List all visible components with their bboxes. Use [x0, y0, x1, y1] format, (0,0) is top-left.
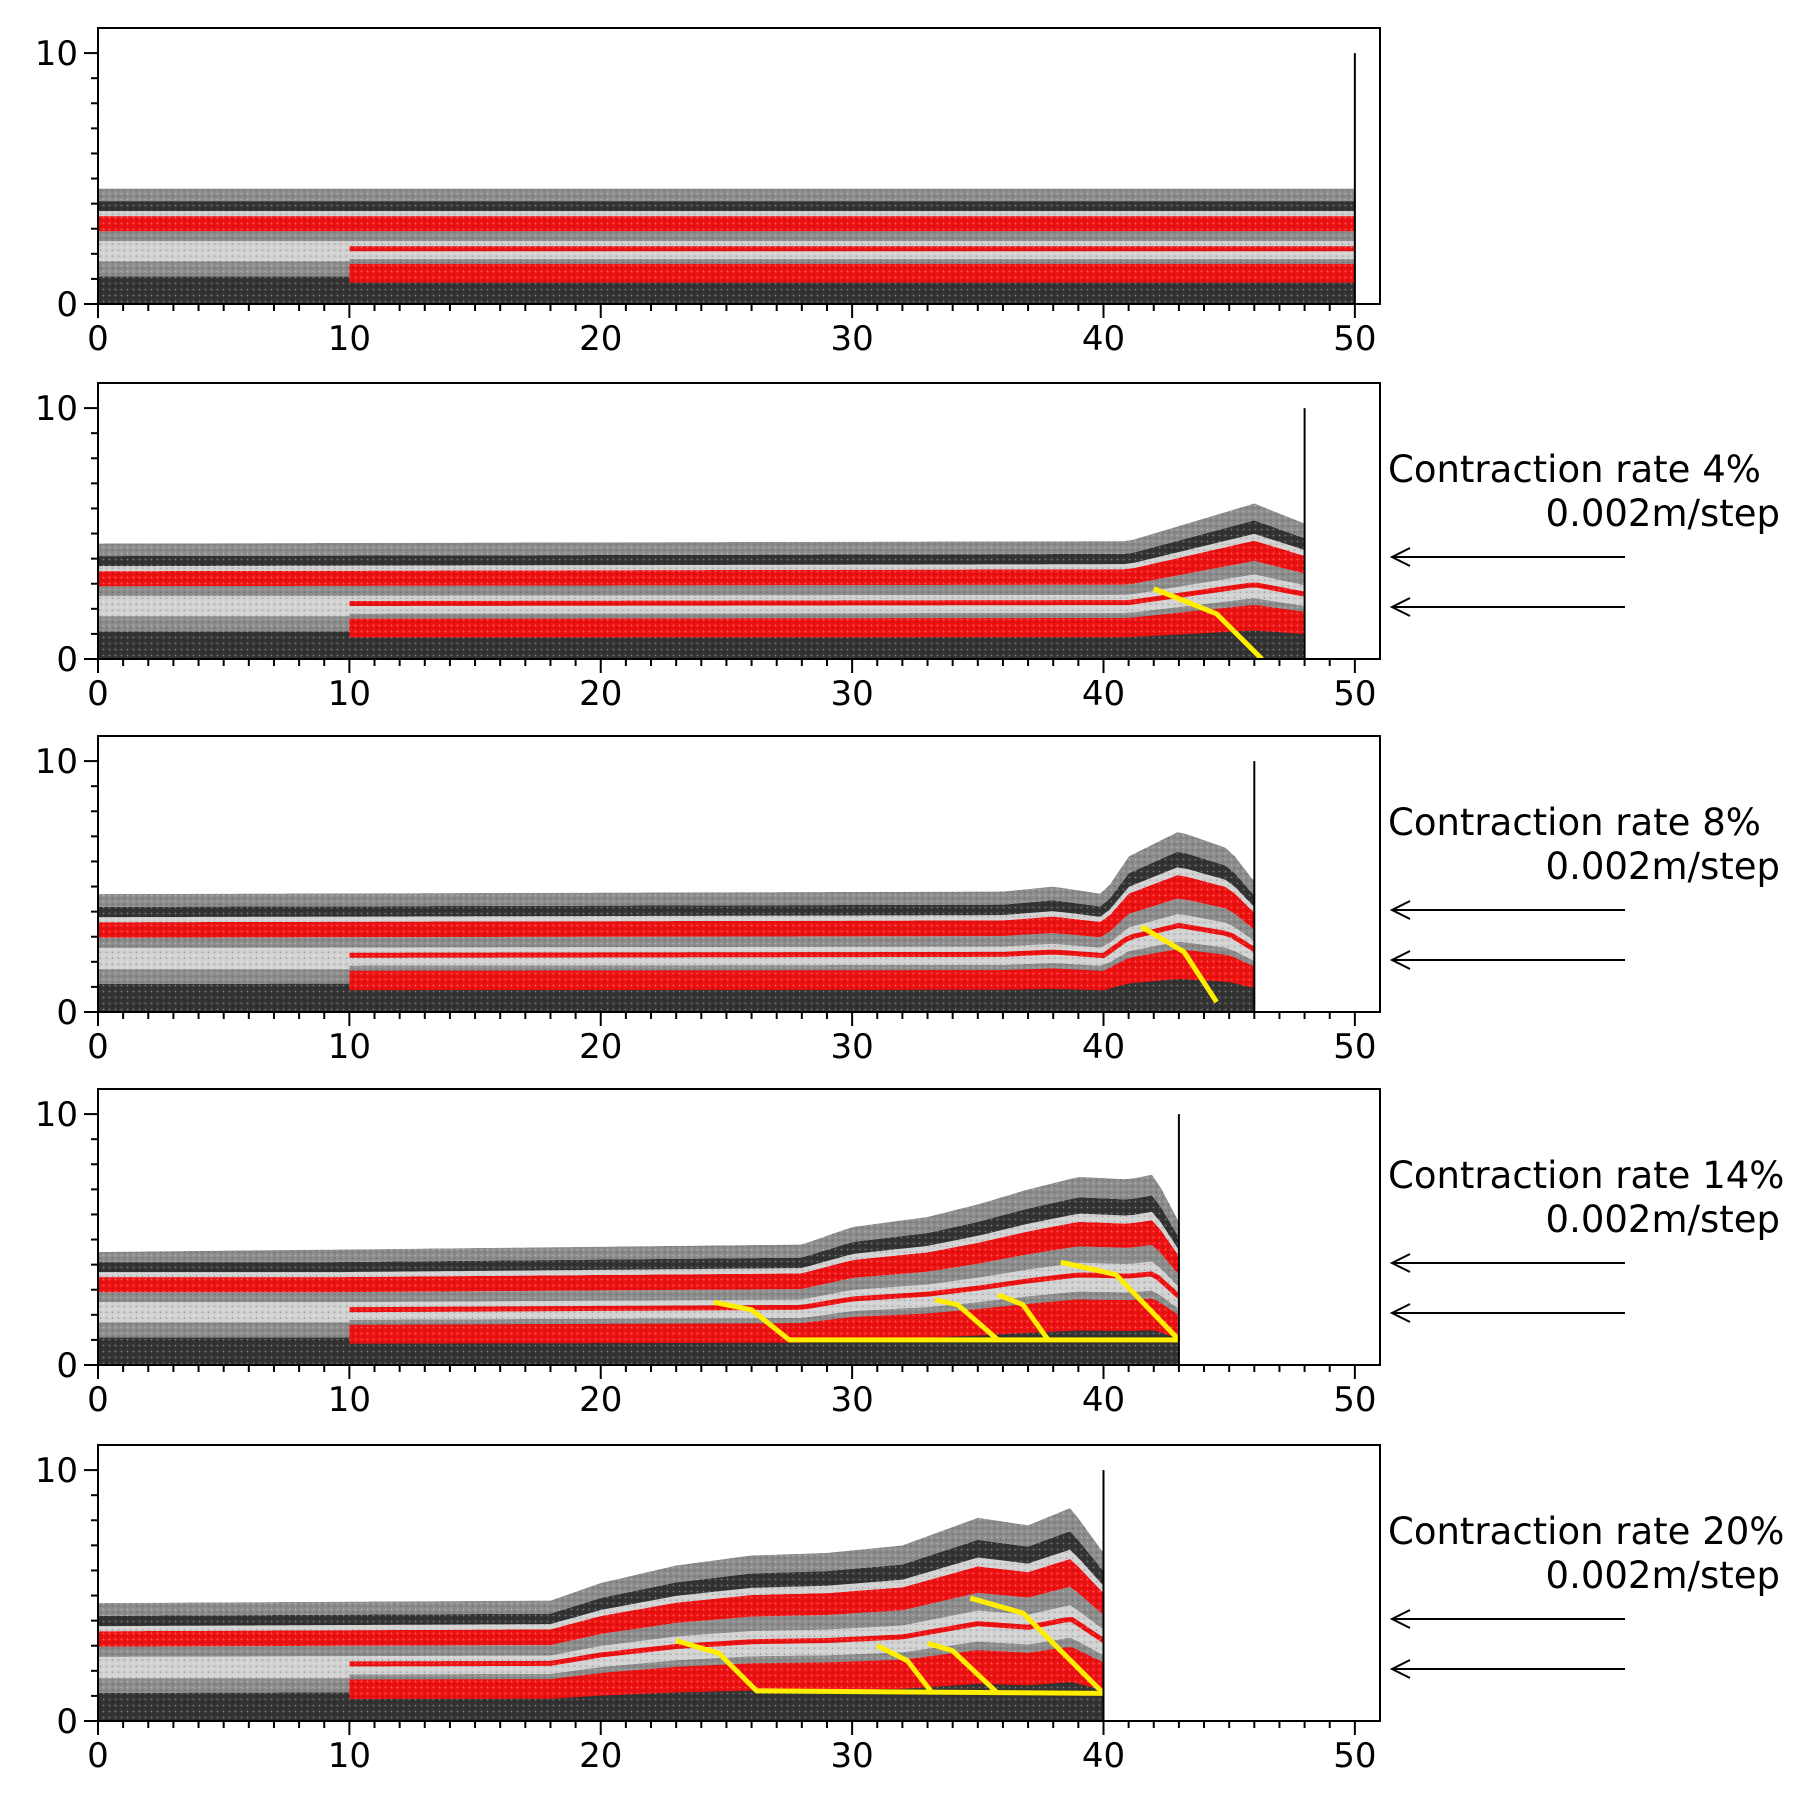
- strata: [98, 736, 1255, 1012]
- rate-label: 0.002m/step: [1546, 1554, 1780, 1597]
- panel-3: 0 10 20 30 40 50 0 10 Contraction rate 8%0.002m/…: [35, 735, 1780, 1067]
- plot-frame: [97, 27, 1381, 305]
- panel-4: 0 10 20 30 40 50 0 10 Contraction rate 14%0.002m…: [35, 1088, 1784, 1420]
- x-tick-label: 0: [87, 1027, 109, 1067]
- x-tick-label: 50: [1333, 1027, 1376, 1067]
- push-arrow-head: [1389, 597, 1411, 617]
- y-tick-label: 0: [56, 285, 78, 325]
- panel-1: 0 10 20 30 40 50 0 10: [35, 27, 1381, 359]
- contraction-label: Contraction rate 14%: [1388, 1154, 1784, 1197]
- push-arrow-head: [1389, 547, 1411, 567]
- x-tick-label: 10: [328, 1736, 371, 1776]
- strata: [98, 1089, 1179, 1365]
- rate-label: 0.002m/step: [1546, 1198, 1780, 1241]
- x-tick-label: 20: [579, 319, 622, 359]
- x-tick-label: 50: [1333, 1736, 1376, 1776]
- x-tick-label: 0: [87, 1736, 109, 1776]
- y-tick-label: 0: [56, 640, 78, 680]
- x-tick-label: 40: [1082, 674, 1125, 714]
- fault-4: [1060, 1259, 1181, 1342]
- y-tick-label: 0: [56, 1346, 78, 1386]
- x-tick-label: 50: [1333, 1380, 1376, 1420]
- fault-1: [1139, 924, 1219, 1004]
- plot-frame: [97, 1088, 1381, 1366]
- strata: [98, 28, 1355, 304]
- x-tick-label: 30: [830, 1027, 873, 1067]
- push-arrow-head: [1389, 1253, 1411, 1273]
- panel-2: 0 10 20 30 40 50 0 10 Contraction rate 4%0.002m/…: [35, 382, 1780, 714]
- x-tick-label: 10: [328, 319, 371, 359]
- x-tick-label: 0: [87, 319, 109, 359]
- fault-1: [1152, 586, 1264, 661]
- y-tick-label: 10: [35, 389, 78, 429]
- fault-3: [926, 1640, 1000, 1696]
- push-arrow-head: [1389, 1609, 1411, 1629]
- y-tick-label: 0: [56, 1702, 78, 1742]
- sky-mask: [98, 28, 1355, 189]
- x-tick-label: 20: [579, 1736, 622, 1776]
- x-tick-label: 20: [579, 1380, 622, 1420]
- x-tick-label: 10: [328, 1027, 371, 1067]
- y-tick-label: 10: [35, 1451, 78, 1491]
- contraction-label: Contraction rate 20%: [1388, 1510, 1784, 1553]
- y-tick-label: 10: [35, 742, 78, 782]
- plot-frame: [97, 1444, 1381, 1722]
- fault-2: [934, 1297, 1000, 1342]
- sky-mask: [98, 1089, 1179, 1253]
- push-arrow-head: [1389, 1659, 1411, 1679]
- rate-label: 0.002m/step: [1546, 845, 1780, 888]
- x-tick-label: 30: [830, 1380, 873, 1420]
- panel-5: 0 10 20 30 40 50 0 10 Contraction rate 20%0.002m…: [35, 1444, 1784, 1776]
- fault-1: [713, 1299, 1179, 1343]
- fault-4: [969, 1595, 1106, 1696]
- x-tick-label: 40: [1082, 1027, 1125, 1067]
- x-tick-label: 40: [1082, 1736, 1125, 1776]
- x-tick-label: 40: [1082, 319, 1125, 359]
- push-arrow-head: [1389, 950, 1411, 970]
- push-arrow-head: [1389, 1303, 1411, 1323]
- sky-mask: [98, 383, 1305, 544]
- y-tick-label: 10: [35, 1095, 78, 1135]
- sky-mask: [98, 736, 1255, 895]
- x-tick-label: 20: [579, 674, 622, 714]
- x-tick-label: 30: [830, 674, 873, 714]
- x-tick-label: 0: [87, 674, 109, 714]
- contraction-label: Contraction rate 8%: [1388, 801, 1761, 844]
- push-arrow-head: [1389, 900, 1411, 920]
- rate-label: 0.002m/step: [1546, 492, 1780, 535]
- x-tick-label: 20: [579, 1027, 622, 1067]
- x-tick-label: 30: [830, 1736, 873, 1776]
- strata: [98, 1445, 1104, 1721]
- contraction-label: Contraction rate 4%: [1388, 448, 1761, 491]
- strata: [98, 383, 1305, 659]
- plot-frame: [97, 382, 1381, 660]
- x-tick-label: 10: [328, 1380, 371, 1420]
- y-tick-label: 0: [56, 993, 78, 1033]
- x-tick-label: 0: [87, 1380, 109, 1420]
- sky-mask: [98, 1445, 1104, 1604]
- x-tick-label: 50: [1333, 319, 1376, 359]
- x-tick-label: 40: [1082, 1380, 1125, 1420]
- y-tick-label: 10: [35, 34, 78, 74]
- x-tick-label: 30: [830, 319, 873, 359]
- x-tick-label: 50: [1333, 674, 1376, 714]
- plot-frame: [97, 735, 1381, 1013]
- x-tick-label: 10: [328, 674, 371, 714]
- fault-3: [996, 1292, 1051, 1342]
- fault-2: [876, 1643, 935, 1695]
